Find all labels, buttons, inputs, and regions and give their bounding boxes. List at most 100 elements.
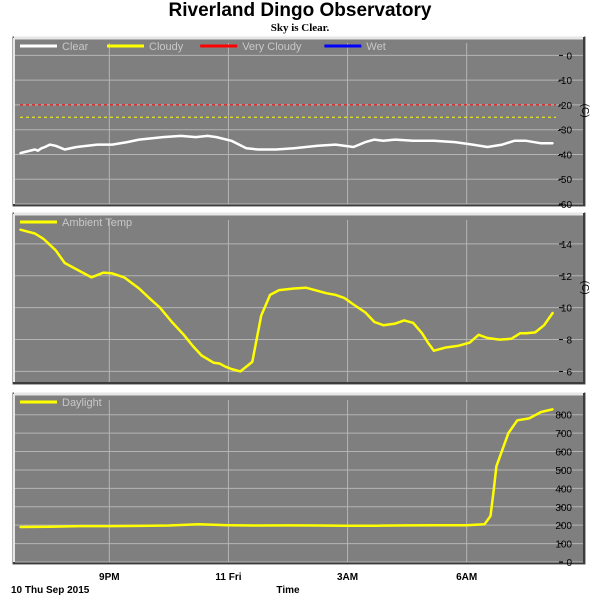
panel-ambient-point-2 — [34, 232, 36, 235]
panel-ambient-point-7 — [90, 276, 93, 279]
panel-daylight-point-14 — [436, 524, 438, 526]
legend-sky-label-3: Wet — [366, 41, 385, 53]
legend-sky-label-0: Clear — [62, 41, 89, 53]
panel-ambient-point-41 — [427, 341, 429, 344]
panel-sky-point-22 — [257, 148, 260, 151]
x-tick-label-2: 3AM — [337, 572, 358, 583]
panel-ambient-point-9 — [111, 272, 114, 275]
panel-sky-point-13 — [138, 138, 140, 141]
panel-ambient-point-37 — [394, 322, 397, 325]
panel-ambient-point-19 — [218, 362, 221, 365]
panel-ambient-point-45 — [468, 341, 471, 344]
panel-ambient-point-40 — [421, 332, 423, 334]
panel-sky-point-12 — [126, 141, 128, 143]
panel-sky-point-25 — [305, 146, 307, 148]
panel-ambient-point-17 — [200, 354, 203, 357]
panel-sky-ytick-label-3: -30 — [558, 126, 573, 137]
panel-ambient-point-30 — [325, 292, 328, 295]
panel-ambient-ytick-label-4: 6 — [566, 367, 572, 378]
panel-ambient-point-39 — [412, 322, 414, 324]
panel-ambient-ytick-label-0: 14 — [561, 240, 573, 251]
x-tick-label-0: 9PM — [99, 572, 120, 583]
panel-ambient-point-51 — [525, 332, 528, 334]
panel-ambient-point-13 — [159, 306, 161, 309]
panel-ambient-point-29 — [314, 289, 316, 291]
panel-daylight-ytick-label-6: 200 — [555, 521, 572, 532]
panel-sky-point-9 — [75, 146, 78, 148]
panel-sky-point-37 — [486, 146, 489, 148]
panel-sky-point-35 — [453, 141, 456, 143]
panel-ambient-point-6 — [75, 268, 78, 271]
panel-ambient-point-52 — [534, 331, 536, 334]
panel-daylight-series-line-0 — [19, 407, 554, 529]
panel-sky-point-5 — [44, 146, 46, 148]
panel-daylight-point-4 — [138, 525, 140, 527]
panel-sky-point-29 — [364, 141, 367, 143]
panel-ambient-point-48 — [498, 338, 501, 341]
panel-daylight-point-10 — [316, 524, 319, 527]
panel-ambient-point-26 — [278, 289, 280, 291]
panel-daylight-ytick-label-8: 0 — [566, 558, 572, 569]
panel-daylight-point-0 — [19, 526, 21, 528]
panel-ambient-unit-label: (C) — [579, 281, 590, 295]
panel-sky-point-18 — [206, 135, 209, 137]
panel-sky-point-38 — [501, 143, 504, 146]
panel-daylight-point-21 — [507, 432, 510, 434]
panel-daylight-point-17 — [489, 515, 492, 517]
panel-daylight-ytick-label-4: 400 — [555, 484, 572, 495]
panel-ambient-ytick-label-2: 10 — [561, 304, 573, 315]
panel-ambient-point-28 — [305, 286, 307, 289]
panel-daylight-point-8 — [257, 524, 260, 527]
panel-ambient-point-49 — [510, 337, 513, 340]
panel-daylight-point-9 — [287, 524, 289, 527]
panel-sky-point-41 — [540, 142, 542, 145]
panel-ambient-point-15 — [182, 333, 185, 336]
panel-ambient-background — [12, 212, 586, 385]
panel-sky-point-28 — [352, 146, 355, 148]
panel-sky-ytick-label-5: -50 — [558, 175, 573, 186]
panel-daylight-point-12 — [376, 524, 379, 527]
panel-sky-point-32 — [394, 138, 397, 141]
sky-status-subtitle: Sky is Clear. — [270, 22, 330, 34]
panel-ambient-ytick-label-1: 12 — [561, 272, 573, 283]
panel-sky-ytick-label-0: 0 — [566, 51, 572, 62]
panel-sky-point-14 — [150, 137, 152, 140]
panel-ambient-point-46 — [477, 333, 480, 336]
panel-daylight-ytick-label-7: 100 — [555, 540, 572, 551]
panel-sky-point-3 — [37, 149, 39, 152]
panel-ambient-point-12 — [150, 298, 152, 301]
legend-sky-label-1: Cloudy — [149, 41, 184, 53]
panel-daylight-ytick-label-3: 500 — [555, 466, 572, 477]
panel-sky-point-27 — [334, 143, 337, 146]
panel-sky-point-36 — [471, 143, 474, 146]
x-tick-label-1: 11 Fri — [215, 572, 241, 583]
panel-sky-point-7 — [54, 144, 57, 147]
panel-ambient-point-25 — [269, 294, 271, 296]
panel-ambient-point-50 — [519, 332, 522, 334]
panel-ambient-point-22 — [239, 370, 242, 373]
panel-daylight-point-20 — [501, 448, 504, 451]
panel-sky-point-15 — [162, 136, 164, 138]
panel-sky-point-11 — [111, 143, 114, 146]
panel-ambient-point-18 — [212, 361, 215, 364]
panel-sky-point-23 — [275, 148, 277, 151]
panel-ambient-point-33 — [352, 303, 355, 306]
page-title: Riverland Dingo Observatory — [168, 0, 432, 21]
panel-sky-ytick-label-1: -10 — [558, 76, 573, 87]
panel-daylight-point-25 — [552, 408, 554, 411]
panel-daylight-point-19 — [495, 465, 498, 468]
panel-daylight-point-1 — [48, 525, 51, 528]
legend-ambient-label-0: Ambient Temp — [62, 217, 132, 229]
panel-daylight-point-15 — [465, 524, 468, 526]
panel-daylight-point-7 — [227, 524, 230, 526]
panel-daylight-point-23 — [528, 417, 530, 420]
panel-sky-point-4 — [40, 147, 43, 150]
panel-ambient-point-11 — [138, 287, 140, 290]
panel-ambient-point-44 — [456, 345, 459, 347]
panel-ambient-point-54 — [552, 311, 554, 314]
panel-daylight-point-18 — [492, 491, 495, 493]
panel-ambient-point-36 — [382, 324, 385, 327]
panel-sky-point-16 — [180, 135, 182, 137]
panel-sky-point-30 — [373, 138, 376, 141]
